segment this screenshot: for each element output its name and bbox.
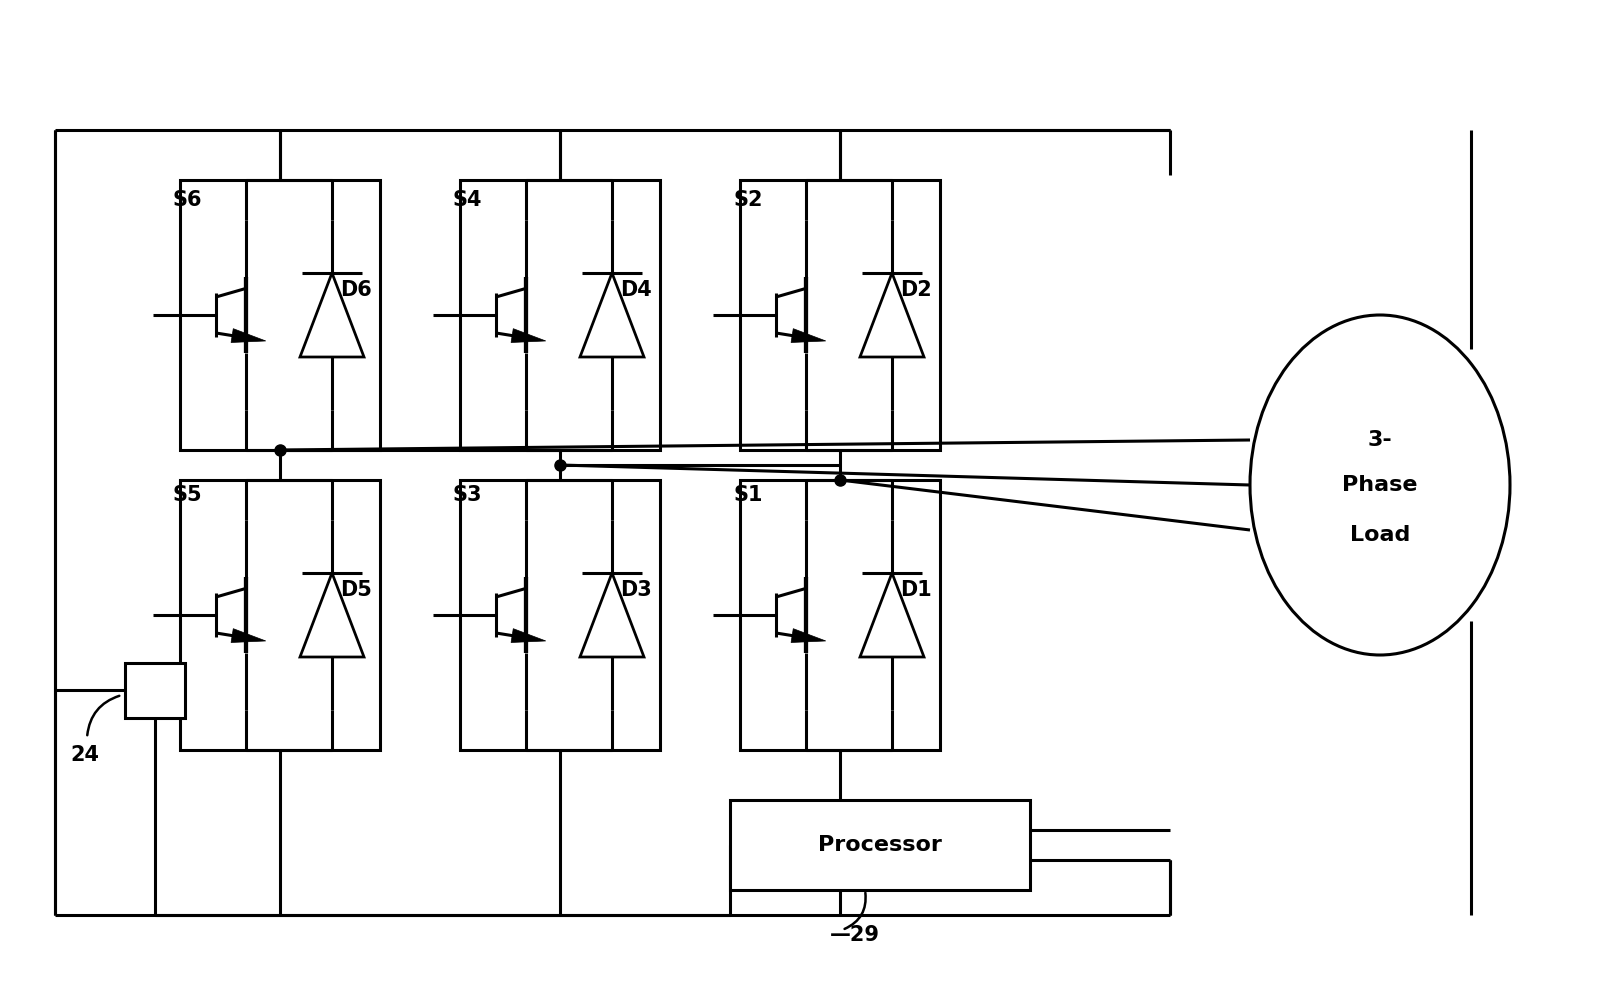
Polygon shape (579, 573, 644, 657)
Polygon shape (860, 573, 924, 657)
Bar (180, 480, 380, 750)
Polygon shape (579, 273, 644, 357)
Polygon shape (510, 329, 546, 343)
Text: D4: D4 (620, 280, 652, 300)
Polygon shape (510, 629, 546, 643)
Ellipse shape (1250, 315, 1510, 655)
Polygon shape (791, 329, 825, 343)
Text: D5: D5 (340, 580, 372, 600)
Bar (730, 800, 1030, 890)
Polygon shape (231, 329, 266, 343)
Text: D6: D6 (340, 280, 372, 300)
Text: S3: S3 (453, 485, 483, 505)
Text: Phase: Phase (1342, 475, 1417, 495)
Text: S6: S6 (173, 190, 202, 210)
Text: 24: 24 (71, 745, 100, 765)
Bar (180, 180, 380, 450)
Text: S2: S2 (733, 190, 762, 210)
Text: D1: D1 (900, 580, 933, 600)
Text: S5: S5 (173, 485, 202, 505)
Text: D2: D2 (900, 280, 933, 300)
Text: —29: —29 (830, 925, 880, 945)
Polygon shape (791, 629, 825, 643)
Text: 3-: 3- (1367, 430, 1393, 450)
Text: S1: S1 (733, 485, 762, 505)
Polygon shape (860, 273, 924, 357)
Bar (461, 480, 660, 750)
Bar (461, 180, 660, 450)
Bar (740, 180, 941, 450)
Text: Processor: Processor (819, 835, 942, 855)
Polygon shape (300, 273, 364, 357)
Polygon shape (231, 629, 266, 643)
Bar (740, 480, 941, 750)
Text: D3: D3 (620, 580, 652, 600)
Bar (125, 662, 185, 718)
Polygon shape (300, 573, 364, 657)
Text: Load: Load (1350, 525, 1411, 545)
Text: S4: S4 (453, 190, 483, 210)
